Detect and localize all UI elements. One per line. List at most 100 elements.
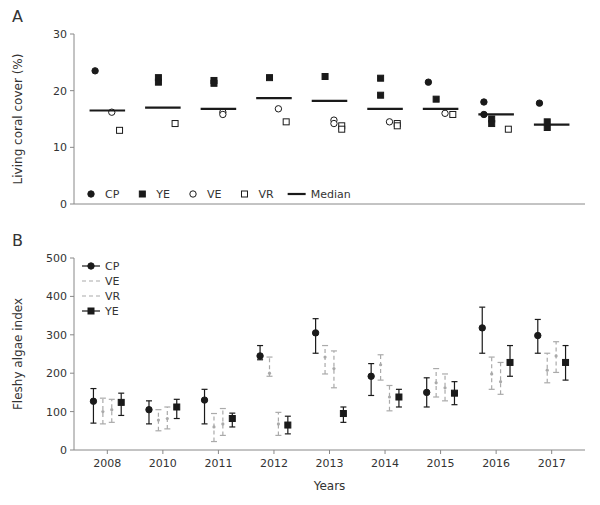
y-tick bbox=[70, 373, 74, 374]
error-cap-high bbox=[118, 393, 124, 394]
x-tick bbox=[496, 450, 497, 454]
point bbox=[378, 92, 384, 98]
legend-swatch-marker bbox=[88, 191, 94, 197]
y-tick-label: 20 bbox=[53, 85, 67, 98]
x-tick bbox=[329, 450, 330, 454]
mean-point bbox=[490, 372, 493, 375]
y-axis-label: Fleshy algae index bbox=[11, 298, 25, 410]
x-tick bbox=[551, 450, 552, 454]
error-bar bbox=[204, 389, 205, 424]
y-tick bbox=[70, 411, 74, 412]
x-tick bbox=[107, 450, 108, 454]
error-cap-high bbox=[211, 413, 217, 414]
error-cap-low bbox=[386, 410, 392, 411]
point bbox=[505, 126, 511, 132]
error-cap-high bbox=[563, 345, 569, 346]
median-line bbox=[256, 97, 292, 99]
plot-area bbox=[90, 68, 570, 134]
error-cap-high bbox=[433, 368, 439, 369]
legend-swatch-marker bbox=[190, 191, 196, 197]
error-cap-high bbox=[90, 388, 96, 389]
mean-point bbox=[396, 394, 402, 400]
mean-point bbox=[118, 399, 124, 405]
legend-swatch-line bbox=[288, 193, 306, 195]
error-cap-high bbox=[544, 353, 550, 354]
error-cap-low bbox=[322, 373, 328, 374]
legend-item: Median bbox=[288, 188, 351, 201]
error-cap-high bbox=[479, 307, 485, 308]
x-tick-label: 2015 bbox=[427, 457, 455, 470]
x-axis-label: Years bbox=[313, 479, 346, 493]
mean-point bbox=[312, 330, 318, 336]
legend-label: Median bbox=[311, 188, 351, 201]
error-cap-high bbox=[155, 409, 161, 410]
legend-swatch-line bbox=[82, 280, 100, 281]
error-cap-low bbox=[229, 426, 235, 427]
point bbox=[425, 79, 431, 85]
mean-point bbox=[535, 332, 541, 338]
error-bar bbox=[500, 362, 501, 394]
chart-canvas: A0102030Living coral cover (%)CPYEVEVRMe… bbox=[0, 0, 600, 505]
x-tick-label: 2012 bbox=[260, 457, 288, 470]
legend-label: VR bbox=[258, 188, 274, 201]
error-cap-low bbox=[109, 422, 115, 423]
point bbox=[220, 111, 226, 117]
panel: B010020030040050020082010201120122013201… bbox=[11, 231, 585, 493]
error-cap-low bbox=[211, 441, 217, 442]
legend-swatch-marker bbox=[241, 191, 247, 197]
x-tick-label: 2014 bbox=[371, 457, 399, 470]
error-cap-low bbox=[563, 380, 569, 381]
median-line bbox=[423, 108, 459, 110]
point bbox=[211, 80, 217, 86]
legend-item: VE bbox=[82, 275, 120, 288]
error-cap-high bbox=[498, 362, 504, 363]
x-tick-label: 2016 bbox=[482, 457, 510, 470]
error-cap-high bbox=[340, 406, 346, 407]
x-tick bbox=[273, 450, 274, 454]
mean-point bbox=[563, 359, 569, 365]
median-line bbox=[90, 109, 126, 111]
y-tick bbox=[70, 296, 74, 297]
mean-point bbox=[424, 389, 430, 395]
error-cap-high bbox=[220, 408, 226, 409]
error-cap-high bbox=[100, 398, 106, 399]
error-cap-low bbox=[174, 418, 180, 419]
y-tick bbox=[70, 450, 74, 451]
y-tick-label: 200 bbox=[46, 367, 67, 380]
mean-point bbox=[379, 363, 382, 366]
legend-item: YE bbox=[139, 188, 170, 201]
y-tick bbox=[70, 258, 74, 259]
point bbox=[536, 100, 542, 106]
legend-item: VR bbox=[241, 188, 274, 201]
error-cap-low bbox=[267, 376, 273, 377]
point bbox=[275, 106, 281, 112]
mean-point bbox=[221, 422, 224, 425]
legend: CPYEVEVRMedian bbox=[88, 188, 351, 201]
mean-point bbox=[451, 390, 457, 396]
y-tick-label: 500 bbox=[46, 252, 67, 265]
error-cap-low bbox=[498, 394, 504, 395]
error-cap-low bbox=[553, 372, 559, 373]
mean-point bbox=[368, 373, 374, 379]
error-cap-high bbox=[267, 356, 273, 357]
error-cap-low bbox=[90, 423, 96, 424]
panel-title: A bbox=[12, 7, 23, 26]
median-line bbox=[312, 100, 348, 102]
mean-point bbox=[229, 416, 235, 422]
point bbox=[331, 120, 337, 126]
legend-label: VE bbox=[105, 275, 120, 288]
mean-point bbox=[201, 397, 207, 403]
median-line bbox=[145, 107, 181, 109]
point bbox=[155, 79, 161, 85]
mean-point bbox=[257, 353, 263, 359]
error-cap-high bbox=[146, 400, 152, 401]
mean-point bbox=[90, 398, 96, 404]
error-cap-high bbox=[109, 399, 115, 400]
point bbox=[322, 74, 328, 80]
mean-point bbox=[323, 355, 326, 358]
error-cap-high bbox=[257, 345, 263, 346]
error-cap-high bbox=[396, 389, 402, 390]
error-bar bbox=[222, 409, 223, 436]
legend-item: CP bbox=[82, 260, 120, 273]
point bbox=[433, 96, 439, 102]
